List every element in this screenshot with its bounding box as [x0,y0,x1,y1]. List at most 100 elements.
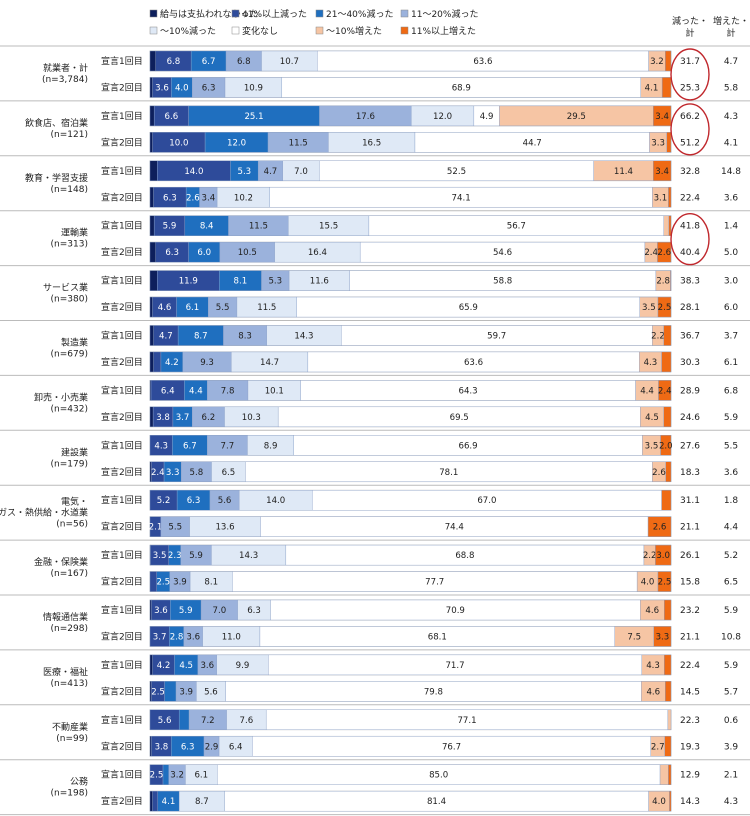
bar-value-label: 14.0 [184,167,203,177]
bar-value-label: 14.0 [266,496,285,506]
decreased-total: 12.9 [680,771,700,781]
row-label: 宣言2回目 [101,301,143,313]
increased-total: 5.9 [724,661,739,671]
bar-value-label: 4.2 [165,358,179,368]
bar-value-label: 4.4 [189,386,203,396]
bar-value-label: 8.9 [264,441,278,451]
decreased-total: 23.2 [680,606,700,616]
group-n: (n=198) [51,789,88,799]
bar-row: 宣言2回目 2.5 3.9 5.6 79.8 4.6 14.5 5.7 [101,681,738,702]
bar-value-label: 8.7 [195,797,209,807]
row-label: 宣言2回目 [101,521,143,533]
bar-value-label: 6.3 [187,496,201,506]
bar-value-label: 65.9 [459,303,478,313]
bar-segment [657,571,672,592]
bar-value-label: 2.5 [150,771,164,781]
bar-value-label: 9.3 [200,358,214,368]
summary-header-0: 減った・計 [672,15,708,39]
bar-value-label: 16.5 [362,138,381,148]
bar-value-label: 4.6 [645,606,659,616]
legend-swatch-4 [149,26,158,35]
bar-value-label: 10.0 [169,138,188,148]
bar-segment [665,461,672,482]
bar-segment [661,490,672,511]
group-12: 不動産業(n=99) 宣言1回目 5.6 7.2 7.6 77.1 22.3 0.6 宣言2回目… [0,709,750,761]
group-n: (n=179) [51,459,88,469]
group-n: (n=167) [51,569,88,579]
increased-total: 3.0 [724,277,739,287]
row-label: 宣言1回目 [101,439,143,451]
bar-value-label: 10.3 [242,413,261,423]
bar-value-label: 68.8 [455,551,474,561]
group-label: 製造業(n=679) [51,336,88,359]
bar-value-label: 8.1 [204,578,218,588]
highlight-circle [670,48,710,101]
group-label: 医療・福祉(n=413) [43,666,88,689]
row-label: 宣言2回目 [101,795,143,807]
decreased-total: 41.8 [680,222,700,232]
bar-value-label: 64.3 [459,386,478,396]
group-8: 電気・ガス・熱供給・水道業(n=56) 宣言1回目 5.2 6.3 5.6 14.0 67.… [0,489,750,541]
bar-value-label: 11.0 [222,632,241,642]
bar-segment [661,77,672,98]
bar-segment [653,105,672,127]
bar-segment [149,296,153,318]
decreased-total: 28.1 [680,303,700,313]
legend-swatch-7 [400,26,409,35]
bar-value-label: 7.7 [221,441,235,451]
increased-total: 10.8 [721,632,741,642]
bar-value-label: 3.3 [166,468,180,478]
bar-value-label: 68.1 [428,632,447,642]
bar-value-label: 2.3 [168,551,182,561]
bar-row: 宣言1回目 4.7 8.7 8.3 14.3 59.7 2.2 36.7 3.7 [101,325,738,346]
bar-value-label: 6.4 [229,742,243,752]
bar-value-label: 8.7 [194,332,208,342]
bar-value-label: 11.9 [179,277,198,287]
bar-value-label: 8.1 [234,277,248,287]
bar-value-label: 78.1 [439,468,458,478]
bar-segment [663,325,672,346]
increased-total: 1.4 [724,222,739,232]
bar-value-label: 6.3 [163,193,177,203]
bar-value-label: 5.6 [218,496,232,506]
group-5: 製造業(n=679) 宣言1回目 4.7 8.7 8.3 14.3 59.7 2.2 36.7 3… [0,325,750,376]
legend-swatch-5 [231,26,240,35]
bar-value-label: 17.6 [356,112,375,122]
group-n: (n=121) [51,130,88,140]
bar-value-label: 2.2 [643,551,657,561]
row-label: 宣言2回目 [101,81,143,93]
decreased-total: 21.1 [680,523,700,533]
bar-value-label: 29.5 [567,112,586,122]
decreased-total: 36.7 [680,332,700,342]
bar-segment [149,105,155,127]
legend-swatch-2 [315,9,324,18]
bar-row: 宣言2回目 3.7 2.8 3.6 11.0 68.1 7.5 3.3 21.1 10.8 [101,626,741,647]
bar-value-label: 7.6 [240,716,254,726]
bar-value-label: 5.9 [189,551,203,561]
bar-value-label: 54.6 [493,248,512,258]
bar-value-label: 5.6 [204,687,218,697]
row-label: 宣言1回目 [101,275,143,287]
bar-segment [149,160,158,182]
bar-row: 宣言2回目 2.5 3.9 8.1 77.7 4.0 2.5 15.8 6.5 [101,571,738,592]
bar-value-label: 6.3 [181,742,195,752]
decreased-total: 51.2 [680,138,700,148]
legend-label-5: 変化なし [242,25,278,37]
decreased-total: 31.7 [680,57,700,67]
bar-value-label: 3.4 [202,193,216,203]
bar-value-label: 4.7 [264,167,278,177]
group-label: 電気・ガス・熱供給・水道業(n=56) [0,496,88,530]
row-label: 宣言1回目 [101,769,143,781]
increased-total: 4.3 [724,797,738,807]
bar-row: 宣言1回目 6.8 6.7 6.8 10.7 63.6 3.2 31.7 4.7 [101,50,738,72]
group-9: 金融・保険業(n=167)宣言1回目 3.5 2.3 5.9 14.3 68.8 2.2 3.… [0,544,750,596]
bar-value-label: 2.6 [653,523,667,533]
bar-value-label: 7.0 [213,606,227,616]
bar-groups: 就業者・計(n=3,784) 宣言1回目 6.8 6.7 6.8 10.7 63.6 3.2 3… [0,48,750,816]
bar-segment [664,654,672,676]
group-label: 教育・学習支援(n=148) [25,172,88,195]
bar-value-label: 7.2 [201,716,215,726]
bar-value-label: 74.4 [445,523,464,533]
bar-value-label: 3.6 [186,632,200,642]
